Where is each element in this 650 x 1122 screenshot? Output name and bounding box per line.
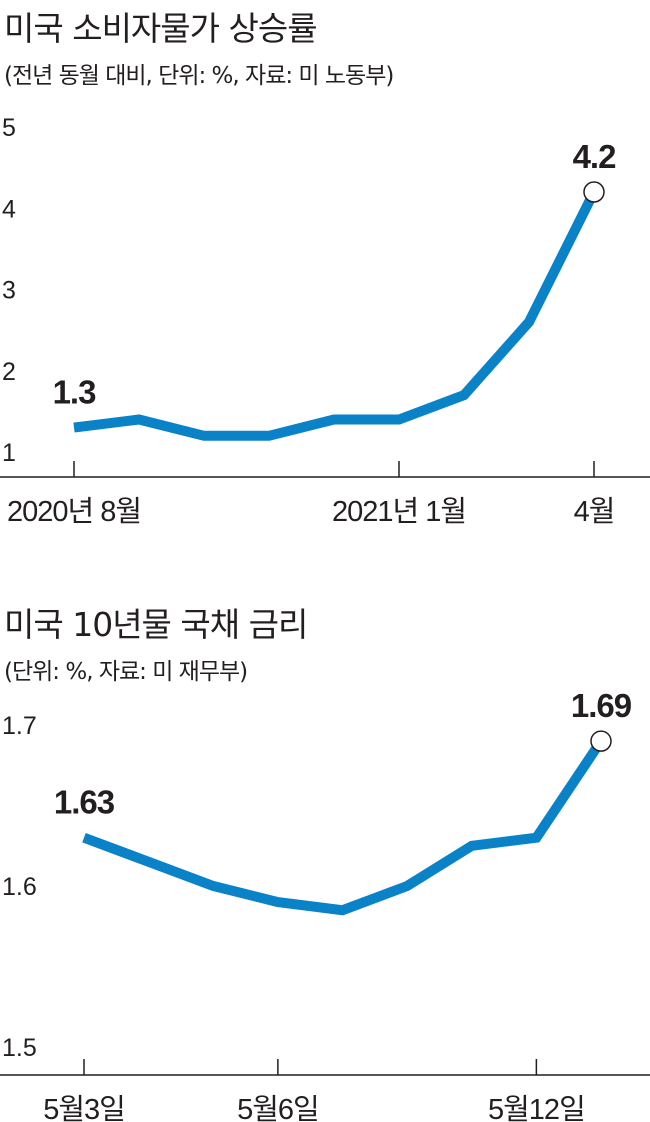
cpi-x-tick-label: 2020년 8월 [7, 495, 141, 528]
cpi-x-tick-label: 4월 [574, 495, 615, 528]
treasury-y-tick-label: 1.6 [2, 873, 37, 901]
treasury-y-tick-label: 1.5 [2, 1034, 37, 1062]
chart1-subtitle: (전년 동월 대비, 단위: %, 자료: 미 노동부) [4, 63, 394, 89]
treasury-series-line [82, 738, 606, 916]
cpi-endpoint-marker [583, 181, 605, 203]
chart1-title: 미국 소비자물가 상승률 [4, 9, 318, 48]
cpi-y-tick-label: 1 [2, 439, 16, 467]
treasury-data-label: 1.63 [54, 784, 115, 821]
cpi-y-tick-label: 4 [2, 195, 16, 223]
cpi-chart: 1 2 3 4 5 2020년 8월 2021년 1월 4월 1.3 4.2 [0, 114, 650, 528]
chart2-subtitle: (단위: %, 자료: 미 재무부) [4, 659, 248, 685]
treasury-endpoint-marker [590, 730, 612, 752]
cpi-y-tick-label: 3 [2, 277, 16, 305]
treasury-x-tick-label: 5월3일 [43, 1093, 125, 1122]
cpi-x-tick-label: 2021년 1월 [332, 495, 466, 528]
treasury-y-tick-label: 1.7 [2, 712, 37, 740]
treasury-x-tick-label: 5월6일 [237, 1093, 319, 1122]
cpi-y-tick-label: 2 [2, 358, 16, 386]
cpi-series-line [73, 189, 599, 441]
cpi-data-label: 4.2 [573, 138, 617, 175]
cpi-y-tick-label: 5 [2, 114, 16, 142]
cpi-data-label: 1.3 [53, 374, 97, 411]
treasury-data-label: 1.69 [571, 687, 632, 724]
treasury-x-tick-label: 5월12일 [488, 1093, 585, 1122]
chart2-title: 미국 10년물 국채 금리 [4, 605, 308, 644]
